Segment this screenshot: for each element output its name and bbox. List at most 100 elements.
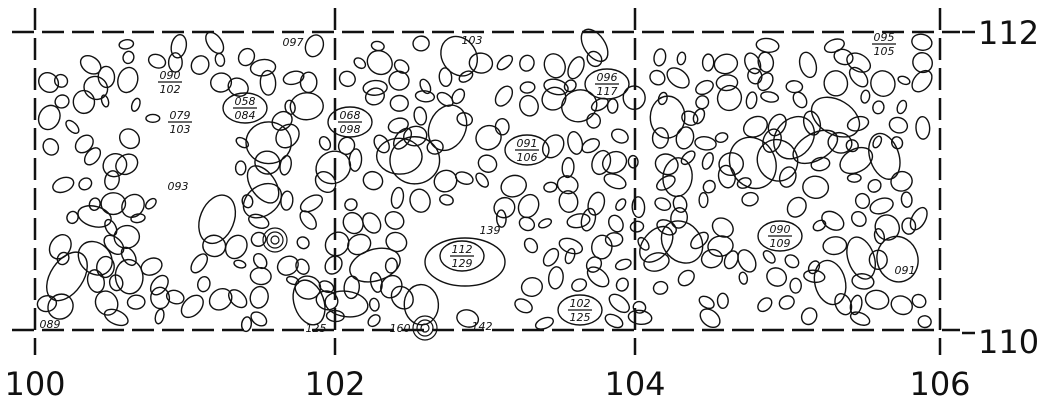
stone xyxy=(514,298,533,314)
stone xyxy=(870,70,896,97)
stone xyxy=(657,91,668,106)
stone xyxy=(384,210,405,230)
stone xyxy=(413,106,428,126)
stone xyxy=(789,277,802,294)
annotation-top: 079 xyxy=(170,109,191,122)
stone xyxy=(854,192,871,210)
annotation-ring xyxy=(584,68,630,100)
stone xyxy=(699,308,721,329)
stone xyxy=(349,247,401,283)
stone xyxy=(284,99,296,115)
stone xyxy=(744,52,762,75)
stone xyxy=(773,115,816,160)
stone xyxy=(412,35,430,52)
stone xyxy=(800,307,818,326)
stone xyxy=(851,273,875,290)
stone xyxy=(54,94,70,109)
stone xyxy=(279,154,292,176)
stone xyxy=(424,237,506,287)
stone xyxy=(890,170,913,192)
stone xyxy=(100,192,127,216)
stone xyxy=(348,148,363,172)
stone xyxy=(259,69,277,96)
stone xyxy=(651,127,670,149)
stone xyxy=(821,210,845,231)
x-axis-label: 104 xyxy=(604,365,665,403)
annotation-ring xyxy=(327,106,373,138)
stone xyxy=(563,79,577,93)
stone xyxy=(603,173,627,190)
stone xyxy=(812,219,827,232)
stone xyxy=(558,237,584,255)
stone xyxy=(456,112,474,127)
stone xyxy=(451,88,466,105)
stone xyxy=(83,147,102,166)
stone xyxy=(745,91,758,110)
stone xyxy=(680,150,696,166)
stone xyxy=(534,316,554,330)
annotation-top: 068 xyxy=(340,109,361,122)
stone xyxy=(639,225,674,263)
stone xyxy=(649,69,666,86)
stone xyxy=(653,48,667,67)
stone xyxy=(456,309,480,328)
stone xyxy=(315,150,352,185)
stone xyxy=(342,211,364,235)
stone xyxy=(130,213,146,224)
stone xyxy=(590,97,609,112)
stone xyxy=(384,257,398,274)
stone xyxy=(121,193,145,218)
stone xyxy=(561,89,598,123)
stone xyxy=(130,97,141,112)
stone xyxy=(649,95,686,139)
annotation-top: 102 xyxy=(570,297,591,310)
stone xyxy=(205,31,225,55)
stone xyxy=(468,52,494,74)
stone xyxy=(538,218,553,229)
stone xyxy=(541,134,565,159)
annotation-bottom: 125 xyxy=(570,311,591,324)
stone xyxy=(224,234,248,260)
stone xyxy=(314,171,337,194)
stone xyxy=(154,308,165,325)
stone xyxy=(716,84,743,112)
stone xyxy=(897,75,911,86)
stone xyxy=(249,285,269,309)
annotation-ring xyxy=(757,220,803,252)
stone xyxy=(122,50,135,65)
stone xyxy=(147,53,167,69)
stone xyxy=(118,128,141,150)
stone xyxy=(362,170,384,191)
stone xyxy=(523,237,539,254)
stone xyxy=(250,311,268,327)
y-axis-label: 112 xyxy=(978,14,1039,52)
stone xyxy=(604,232,624,247)
stone xyxy=(670,207,689,229)
stone xyxy=(250,231,267,247)
stone xyxy=(742,115,768,138)
stone xyxy=(615,277,629,292)
annotation-top: 058 xyxy=(235,95,256,108)
annotation-bottom: 098 xyxy=(340,123,361,136)
stone xyxy=(911,293,927,309)
stone xyxy=(581,138,601,154)
stone xyxy=(343,275,361,300)
stone xyxy=(245,121,292,165)
stone xyxy=(698,191,709,209)
stone xyxy=(822,236,848,256)
stone xyxy=(848,66,869,88)
stone xyxy=(393,127,413,150)
stone xyxy=(718,152,744,176)
stone xyxy=(78,177,93,191)
stone xyxy=(792,91,808,109)
stone xyxy=(707,235,734,257)
stone xyxy=(695,95,710,110)
spot-height: 139 xyxy=(480,224,501,237)
stone xyxy=(72,89,96,115)
stone xyxy=(114,258,144,295)
stone xyxy=(611,128,629,144)
spot-height: 093 xyxy=(168,180,189,193)
stone xyxy=(713,53,739,75)
stone xyxy=(475,172,490,188)
